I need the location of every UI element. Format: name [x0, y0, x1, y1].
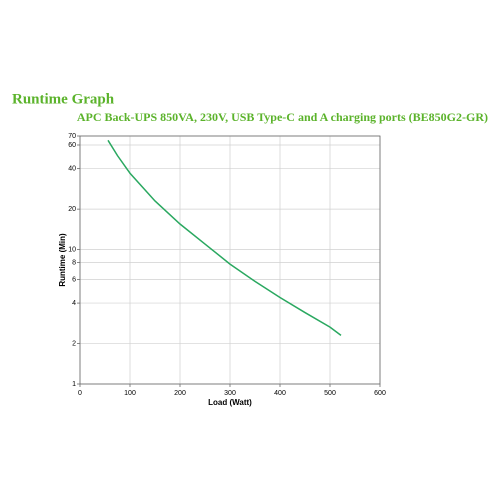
- x-axis-label: Load (Watt): [208, 398, 252, 407]
- y-tick-label: 8: [72, 259, 76, 266]
- y-axis-label: Runtime (Min): [58, 233, 67, 287]
- chart-subtitle: APC Back-UPS 850VA, 230V, USB Type-C and…: [77, 110, 488, 124]
- x-tick-label: 100: [124, 390, 136, 397]
- x-tick-label: 500: [324, 390, 336, 397]
- x-tick-label: 600: [374, 390, 386, 397]
- runtime-line: [107, 139, 342, 336]
- y-tick-label: 2: [72, 340, 76, 347]
- chart-title: Runtime Graph: [12, 91, 115, 107]
- y-tick-label: 70: [68, 133, 76, 140]
- x-tick-label: 400: [274, 390, 286, 397]
- y-tick-label: 4: [72, 300, 76, 307]
- x-tick-label: 300: [224, 390, 236, 397]
- x-tick-label: 0: [78, 390, 82, 397]
- y-tick-label: 1: [72, 381, 76, 388]
- y-tick-label: 40: [68, 166, 76, 173]
- y-tick-label: 10: [68, 246, 76, 253]
- plot-frame: [79, 135, 381, 385]
- y-tick-label: 6: [72, 276, 76, 283]
- y-tick-label: 20: [68, 206, 76, 213]
- y-tick-label: 60: [68, 142, 76, 149]
- x-tick-label: 200: [174, 390, 186, 397]
